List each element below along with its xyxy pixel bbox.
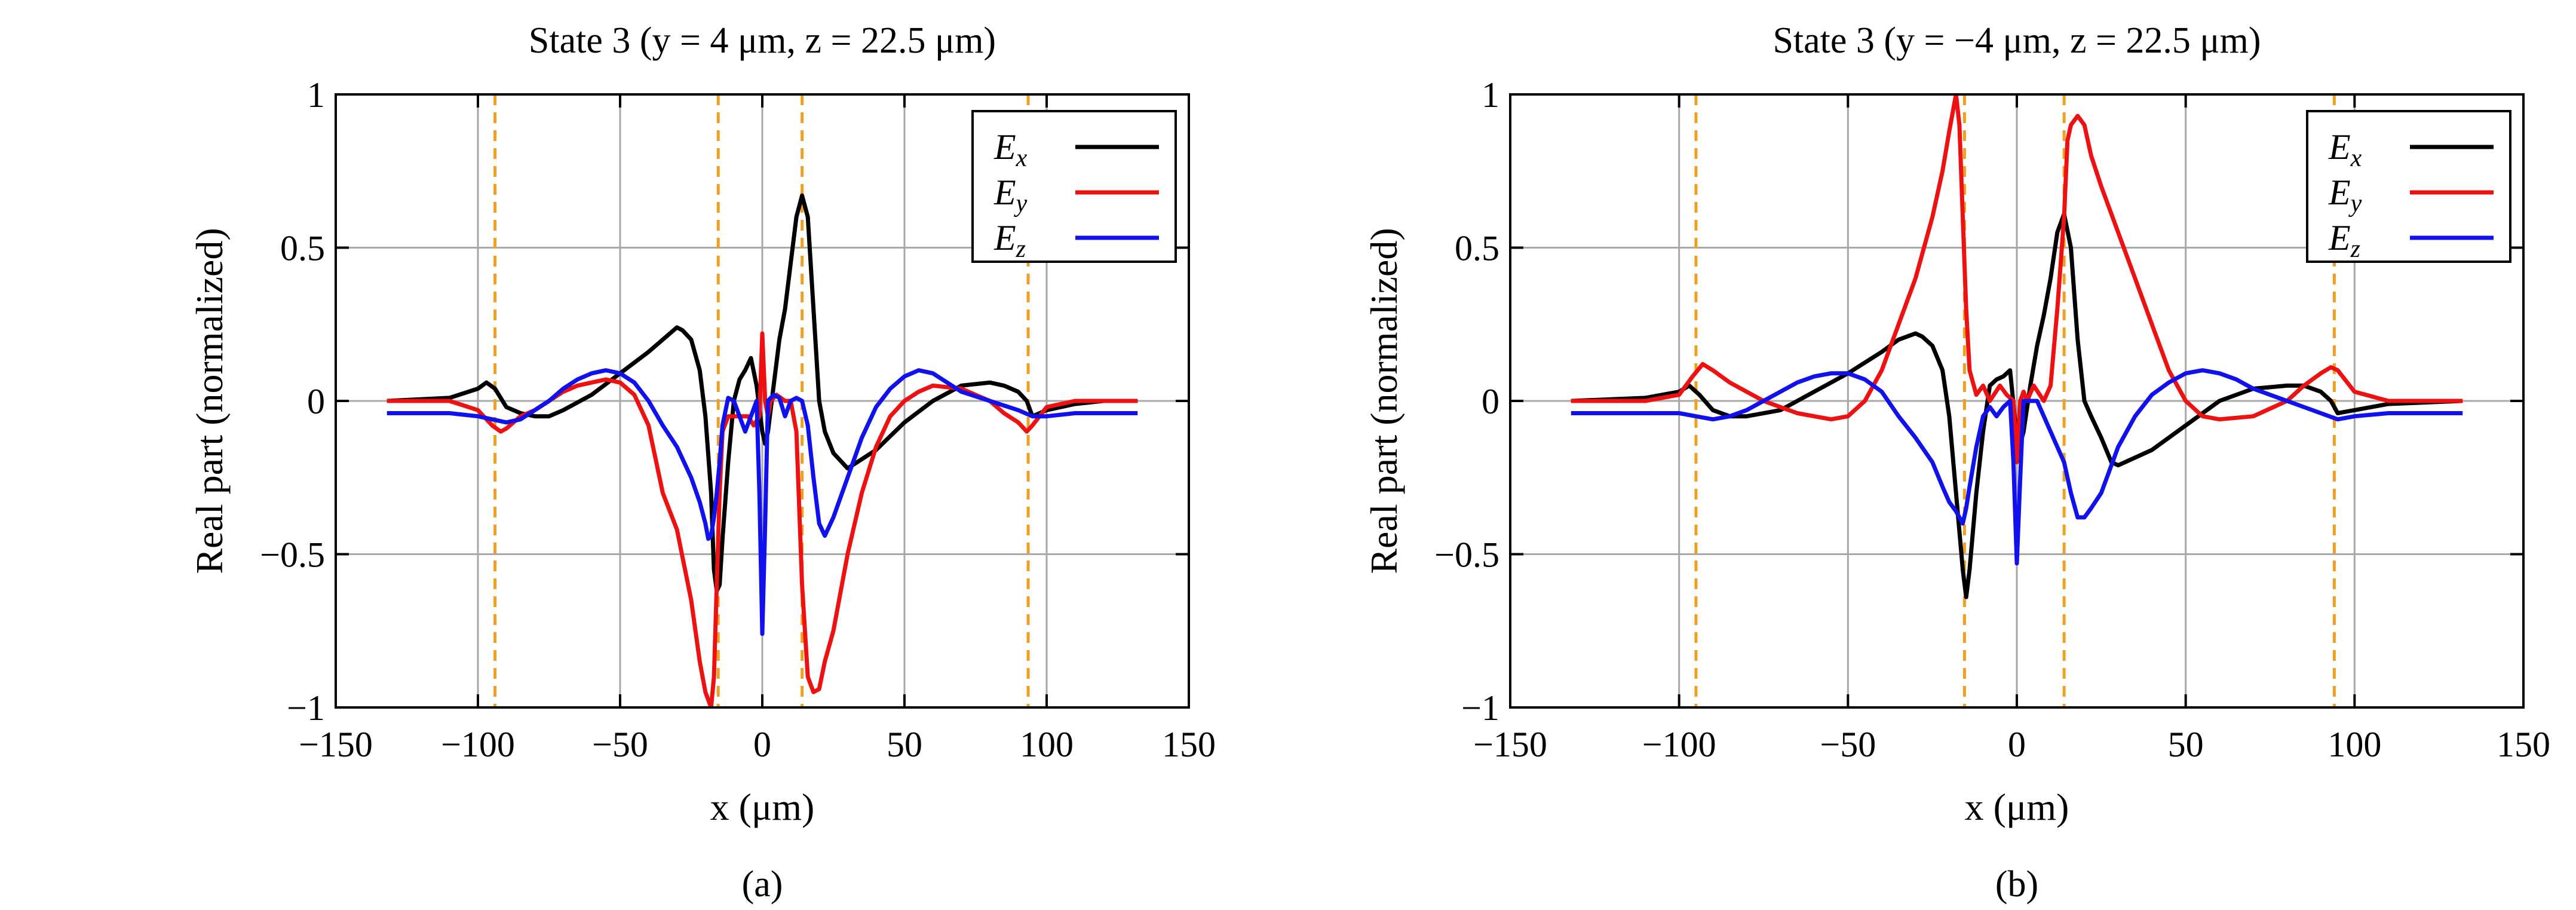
series-line-ex	[387, 193, 1138, 593]
x-axis-label: x (μm)	[1965, 786, 2069, 828]
series-line-ey	[1571, 94, 2463, 465]
y-tick-label: 1	[1482, 75, 1499, 115]
chart-panel-b: −150 −100 −50 0 50 100 150 −1 −0.5 0 0.5 1 State 3 (…	[1363, 20, 2550, 905]
y-tick-label: 0.5	[1455, 229, 1499, 268]
legend-label-ez: Ez	[2328, 218, 2360, 263]
panel-label: (a)	[742, 864, 783, 905]
chart-panel-a: −150 −100 −50 0 50 100 150 −1 −0.5 0 0.5 1 State 3 (…	[188, 20, 1216, 905]
panel-label: (b)	[1995, 864, 2038, 905]
x-tick-label: −150	[299, 725, 373, 764]
legend-label-ex: Ex	[993, 127, 1028, 172]
y-tick-label: −1	[1461, 688, 1499, 728]
legend-label-ex: Ex	[2328, 127, 2362, 172]
legend-label-ey: Ey	[2328, 173, 2362, 217]
x-tick-label: 0	[2008, 725, 2026, 764]
chart-title: State 3 (y = −4 μm, z = 22.5 μm)	[1772, 20, 2261, 61]
x-tick-label: −100	[441, 725, 515, 764]
y-tick-label: 0	[307, 382, 325, 421]
x-tick-label: −100	[1642, 725, 1716, 764]
y-tick-label: −0.5	[260, 535, 325, 575]
x-tick-label: −50	[1820, 725, 1876, 764]
y-axis-label: Real part (normalized)	[188, 228, 231, 574]
x-tick-label: −50	[592, 725, 648, 764]
x-tick-label: 150	[2497, 725, 2550, 764]
legend-label-ey: Ey	[993, 173, 1028, 217]
y-tick-label: −1	[287, 688, 325, 728]
x-tick-label: −150	[1473, 725, 1547, 764]
x-tick-label: 150	[1162, 725, 1216, 764]
chart-title: State 3 (y = 4 μm, z = 22.5 μm)	[529, 20, 996, 61]
y-tick-label: 0	[1482, 382, 1499, 421]
series-line-ez	[1571, 368, 2463, 566]
y-axis-label: Real part (normalized)	[1363, 228, 1405, 574]
series-line-ez	[387, 368, 1138, 636]
y-tick-label: 0.5	[280, 229, 325, 268]
x-axis-label: x (μm)	[710, 786, 815, 828]
y-tick-label: −0.5	[1434, 535, 1499, 575]
x-tick-label: 100	[1020, 725, 1074, 764]
x-tick-label: 100	[2327, 725, 2381, 764]
x-tick-label: 0	[753, 725, 771, 764]
x-tick-label: 50	[887, 725, 922, 764]
legend-label-ez: Ez	[993, 218, 1026, 263]
y-tick-label: 1	[307, 75, 325, 115]
x-tick-label: 50	[2168, 725, 2204, 764]
